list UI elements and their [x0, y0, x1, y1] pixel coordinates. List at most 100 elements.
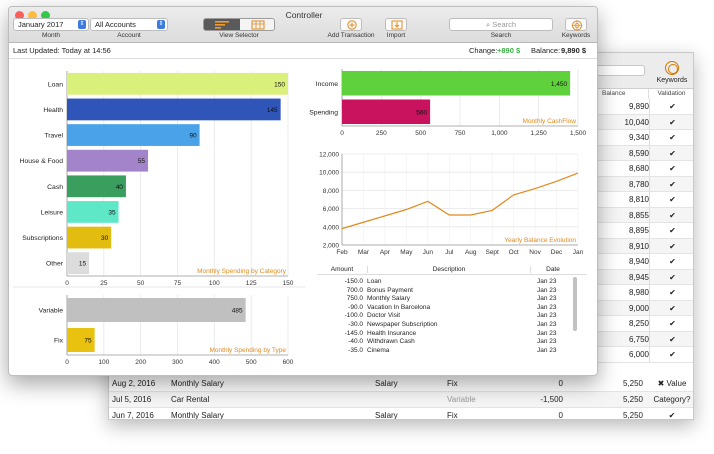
transaction-row[interactable]: -145.0 Health Insurance Jan 23	[317, 330, 575, 339]
row-balance: 8,895	[628, 226, 649, 235]
transaction-row[interactable]: -35.0 Cinema Jan 23	[317, 347, 575, 356]
table-icon	[251, 20, 265, 30]
balance-chart-title: Yearly Balance Evolution	[504, 237, 576, 244]
category-chart-bar	[67, 201, 119, 223]
balance-chart-x-tick-label: Nov	[529, 249, 541, 256]
type-chart-tick-label: 100	[98, 359, 109, 366]
balance-chart-x-tick-label: Apr	[380, 249, 391, 256]
cashflow-chart-value-label: 560	[416, 109, 427, 116]
category-chart-bar	[67, 252, 90, 275]
view-selector[interactable]	[203, 18, 275, 31]
category-chart-bar	[67, 98, 281, 121]
row-balance: 6,750	[628, 334, 649, 344]
transaction-row[interactable]: -40.0 Withdrawn Cash Jan 23	[317, 338, 575, 347]
balance-chart-x-tick-label: May	[400, 249, 413, 256]
import-button[interactable]	[385, 18, 407, 31]
transaction-amount: 700.0	[346, 286, 363, 294]
table-view-segment[interactable]	[240, 19, 274, 30]
row-category: Salary	[375, 379, 398, 388]
row-type: Fix	[447, 411, 458, 420]
minimize-button[interactable]	[28, 11, 37, 20]
balance-chart-y-tick-label: 2,000	[323, 243, 340, 250]
zoom-button[interactable]	[41, 11, 50, 20]
transaction-date: Jan 23	[537, 346, 557, 354]
row-date: Jun 7, 2016	[112, 411, 154, 420]
transaction-row[interactable]: -90.0 Vacation In Barcelona Jan 23	[317, 304, 575, 313]
row-validation: ✔	[649, 161, 693, 176]
row-balance: 5,250	[622, 411, 643, 420]
transactions-scrollbar[interactable]	[573, 277, 577, 331]
row-validation: ✔	[649, 331, 693, 347]
category-chart-tick-label: 0	[65, 280, 69, 287]
transaction-amount: -145.0	[344, 329, 363, 337]
transaction-description: Doctor Visit	[367, 312, 401, 320]
row-balance: 9,890	[628, 102, 649, 111]
description-column-header[interactable]: Description	[367, 266, 531, 273]
row-type: Variable	[447, 395, 476, 404]
month-popup[interactable]: January 2017 ⇕	[13, 18, 89, 31]
type-chart-bar	[67, 328, 95, 352]
transaction-description: Loan	[367, 278, 382, 285]
transaction-description: Cinema	[367, 346, 390, 354]
transaction-date: Jan 23	[537, 312, 557, 320]
add-transaction-button[interactable]	[340, 18, 362, 31]
row-validation: ✔	[649, 130, 693, 145]
cashflow-chart-bar	[342, 70, 571, 96]
account-label: Account	[117, 32, 141, 39]
row-validation: ✖ Value	[657, 379, 687, 388]
search-label: Search	[490, 32, 512, 39]
controller-window: Controller January 2017 ⇕ Month All Acco…	[8, 6, 598, 376]
category-chart-value-label: 40	[116, 184, 124, 191]
keywords-icon	[665, 61, 679, 75]
row-category: Salary	[375, 411, 398, 420]
balance-label: Balance:	[531, 46, 561, 55]
account-popup[interactable]: All Accounts ⇕	[90, 18, 168, 31]
transaction-date: Jan 23	[537, 278, 557, 285]
balance-chart-x-tick-label: Jan	[573, 249, 584, 256]
cashflow-chart-title: Monthly CashFlow	[523, 118, 577, 125]
transaction-amount: -90.0	[348, 303, 363, 311]
chart-view-segment[interactable]	[204, 19, 240, 30]
row-amount: 0	[558, 379, 563, 388]
balance-chart-x-tick-label: Aug	[465, 249, 477, 256]
row-validation: ✔	[649, 207, 693, 223]
category-chart-category-label: Cash	[47, 184, 63, 191]
category-chart-bar	[67, 175, 126, 198]
chevron-updown-icon: ⇕	[157, 20, 165, 29]
row-validation: ✔	[649, 254, 693, 269]
keywords-button[interactable]	[565, 18, 587, 31]
transaction-row[interactable]: -150.0 Loan Jan 23	[317, 278, 575, 287]
cashflow-chart-tick-label: 0	[340, 130, 344, 137]
search-input[interactable]: ⌕ Search	[449, 18, 553, 31]
category-chart-category-label: Subscriptions	[22, 235, 63, 242]
balance-chart-x-tick-label: Sept	[485, 249, 499, 256]
background-table-row[interactable]: Jun 7, 2016 Monthly Salary Salary Fix 0 5,250…	[109, 408, 693, 420]
category-chart-tick-label: 150	[283, 280, 294, 287]
transaction-row[interactable]: 750.0 Monthly Salary Jan 23	[317, 295, 575, 304]
row-balance: 5,250	[622, 395, 643, 404]
row-validation: ✔	[649, 145, 693, 161]
balance-value: 9,890 $	[561, 46, 587, 55]
transaction-row[interactable]: 700.0 Bonus Payment Jan 23	[317, 287, 575, 296]
row-validation: ✔	[649, 114, 693, 130]
transaction-row[interactable]: -100.0 Doctor Visit Jan 23	[317, 312, 575, 321]
row-validation: Category?	[653, 395, 691, 404]
row-validation: ✔	[649, 223, 693, 238]
category-chart-value-label: 30	[101, 235, 109, 242]
type-chart-tick-label: 600	[283, 359, 294, 366]
date-column-header[interactable]: Date	[546, 266, 560, 273]
background-table-row[interactable]: Jul 5, 2016 Car Rental Variable -1,500 5,250…	[109, 392, 693, 408]
amount-column-header[interactable]: Amount	[330, 266, 354, 273]
validation-column-header[interactable]: Validation	[649, 89, 693, 99]
balance-column-header[interactable]: Balance	[599, 89, 649, 99]
row-validation: ✔	[649, 316, 693, 331]
transaction-amount: -40.0	[348, 338, 363, 346]
background-keywords-button[interactable]: Keywords	[649, 61, 693, 88]
search-icon: ⌕	[485, 20, 493, 29]
background-table-row[interactable]: Aug 2, 2016 Monthly Salary Salary Fix 0 5,250…	[109, 376, 693, 392]
close-button[interactable]	[15, 11, 24, 20]
transaction-row[interactable]: -30.0 Newspaper Subscription Jan 23	[317, 321, 575, 330]
keywords-label: Keywords	[561, 32, 591, 39]
row-balance: 8,910	[628, 241, 649, 251]
row-date: Aug 2, 2016	[112, 379, 156, 388]
